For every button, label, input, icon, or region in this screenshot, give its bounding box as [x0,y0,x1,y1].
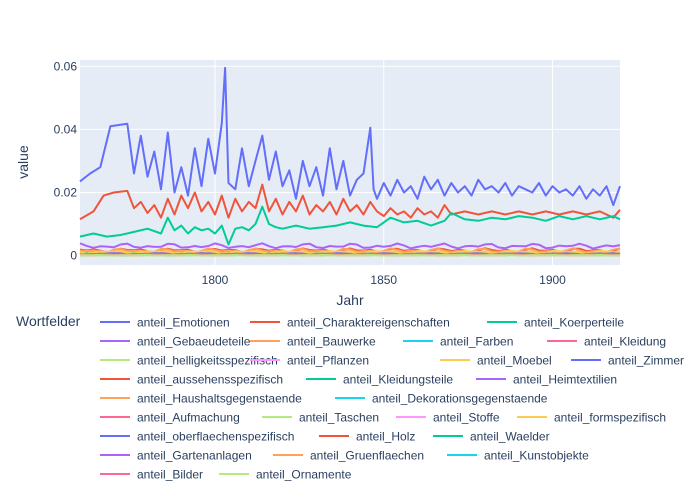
legend-label: anteil_Gebaeudeteile [137,335,251,349]
legend-item[interactable]: anteil_Kunstobjekte [447,449,589,463]
legend-item[interactable]: anteil_formspezifisch [517,411,666,425]
x-tick-label: 1800 [202,273,229,287]
y-axis-title: value [15,145,31,179]
legend-label: anteil_Ornamente [256,468,352,482]
legend-item[interactable]: anteil_Waelder [433,430,550,444]
x-tick-label: 1850 [370,273,397,287]
series-lines [79,66,621,257]
legend-label: anteil_Zimmer [608,354,684,368]
legend-item[interactable]: anteil_Gebaeudeteile [100,335,251,349]
legend-item[interactable]: anteil_Charaktereigenschaften [250,316,450,330]
legend-item[interactable]: anteil_Zimmer [571,354,684,368]
legend-item[interactable]: anteil_Pflanzen [250,354,369,368]
legend-label: anteil_Emotionen [137,316,230,330]
x-tick-labels: 1800 1850 1900 [202,273,567,287]
legend-item[interactable]: anteil_Aufmachung [100,411,240,425]
y-tick-label: 0 [70,249,77,263]
y-tick-label: 0.04 [54,122,78,136]
legend-item[interactable]: anteil_Farben [403,335,513,349]
legend-label: anteil_Farben [440,335,513,349]
legend-label: anteil_Heimtextilien [513,373,617,387]
y-tick-label: 0.06 [54,59,78,73]
legend-item[interactable]: anteil_Taschen [262,411,379,425]
x-axis-title: Jahr [336,292,364,308]
legend-label: anteil_Holz [356,430,415,444]
legend-label: anteil_Haushaltsgegenstaende [137,392,302,406]
x-tick-label: 1900 [539,273,566,287]
legend-label: anteil_Koerperteile [524,316,624,330]
legend-item[interactable]: anteil_Gruenflaechen [273,449,424,463]
legend-item[interactable]: anteil_Emotionen [100,316,230,330]
legend-item[interactable]: anteil_Kleidung [547,335,666,349]
legend-item[interactable]: anteil_Haushaltsgegenstaende [100,392,302,406]
series-line-anteil_Koerperteile [79,205,621,246]
legend-label: anteil_Pflanzen [287,354,369,368]
legend-item[interactable]: anteil_helligkeitsspezifisch [100,354,278,368]
legend-item[interactable]: anteil_Holz [319,430,415,444]
legend-item[interactable]: anteil_Gartenanlagen [100,449,252,463]
legend-item[interactable]: anteil_Bauwerke [250,335,376,349]
series-line-anteil_formspezifisch [79,249,621,255]
legend-item[interactable]: anteil_aussehensspezifisch [100,373,283,387]
series-line-anteil_Heimtextilien [79,242,621,250]
legend-item[interactable]: anteil_Ornamente [219,468,352,482]
legend-label: anteil_aussehensspezifisch [137,373,283,387]
legend-item[interactable]: anteil_Kleidungsteile [306,373,453,387]
y-tick-labels: 0 0.02 0.04 0.06 [54,59,78,262]
legend-label: anteil_Charaktereigenschaften [287,316,450,330]
plot-area [80,60,620,265]
legend-item[interactable]: anteil_Dekorationsgegenstaende [335,392,548,406]
legend-label: anteil_Taschen [299,411,379,425]
series-line-anteil_Emotionen [79,66,621,207]
series-line-anteil_Charaktereigenschaften [79,183,621,221]
legend-label: anteil_Dekorationsgegenstaende [372,392,548,406]
legend-label: anteil_Bauwerke [287,335,376,349]
legend-item[interactable]: anteil_oberflaechenspezifisch [100,430,294,444]
legend-label: anteil_Stoffe [433,411,500,425]
legend-item[interactable]: anteil_Moebel [440,354,552,368]
legend-label: anteil_Aufmachung [137,411,240,425]
series-line-anteil_Ornamente [79,254,621,257]
legend-label: anteil_Kleidung [584,335,666,349]
legend-label: anteil_Waelder [470,430,550,444]
legend-label: anteil_formspezifisch [554,411,666,425]
legend-label: anteil_Moebel [477,354,552,368]
legend-item[interactable]: anteil_Stoffe [396,411,500,425]
legend-label: anteil_Gruenflaechen [310,449,424,463]
legend-label: anteil_Gartenanlagen [137,449,252,463]
legend-label: anteil_oberflaechenspezifisch [137,430,294,444]
legend-title: Wortfelder [16,313,81,329]
legend-label: anteil_helligkeitsspezifisch [137,354,278,368]
legend: anteil_Emotionen anteil_Charaktereigensch… [100,316,684,482]
legend-item[interactable]: anteil_Bilder [100,468,203,482]
legend-label: anteil_Kunstobjekte [484,449,589,463]
series-line-anteil_Haushaltsgegenstaende [79,247,621,254]
legend-item[interactable]: anteil_Koerperteile [487,316,624,330]
y-tick-label: 0.02 [54,185,78,199]
legend-label: anteil_Kleidungsteile [343,373,453,387]
legend-label: anteil_Bilder [137,468,203,482]
legend-item[interactable]: anteil_Heimtextilien [476,373,617,387]
